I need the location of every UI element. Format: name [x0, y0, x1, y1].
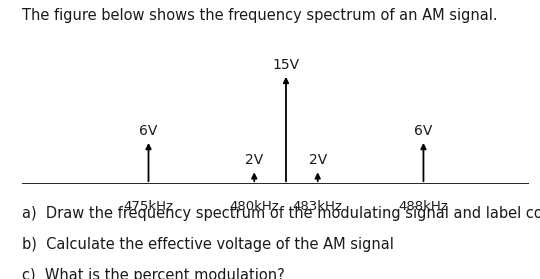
Text: 6V: 6V	[414, 124, 433, 138]
Text: 488kHz: 488kHz	[399, 200, 448, 213]
Text: 2V: 2V	[308, 153, 327, 167]
Text: 483kHz: 483kHz	[293, 200, 343, 213]
Text: 15V: 15V	[272, 58, 300, 72]
Text: 2V: 2V	[245, 153, 264, 167]
Text: The figure below shows the frequency spectrum of an AM signal.: The figure below shows the frequency spe…	[22, 8, 497, 23]
Text: b)  Calculate the effective voltage of the AM signal: b) Calculate the effective voltage of th…	[22, 237, 394, 252]
Text: 6V: 6V	[139, 124, 158, 138]
Text: c)  What is the percent modulation?: c) What is the percent modulation?	[22, 268, 285, 279]
Text: 480kHz: 480kHz	[230, 200, 279, 213]
Text: a)  Draw the frequency spectrum of the modulating signal and label completely: a) Draw the frequency spectrum of the mo…	[22, 206, 540, 222]
Text: 475kHz: 475kHz	[124, 200, 173, 213]
